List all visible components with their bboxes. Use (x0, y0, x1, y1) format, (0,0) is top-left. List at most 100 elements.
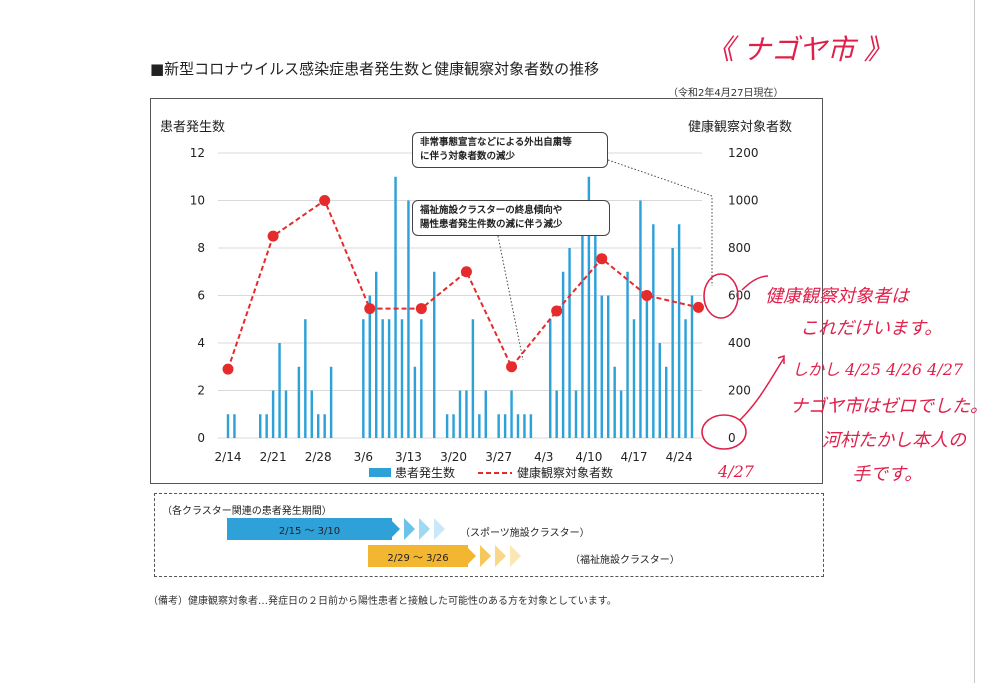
bar (484, 390, 488, 438)
annotation-leader-1 (607, 159, 713, 286)
annotation-box-1: 非常事態宣言などによる外出自粛等 に伴う対象者数の減少 (412, 132, 608, 168)
line-point (319, 195, 331, 206)
bar (284, 390, 288, 438)
chevron-right-icon (495, 545, 506, 567)
bar (233, 414, 236, 438)
x-axis-tick-label: 3/20 (440, 450, 467, 464)
bar (600, 295, 604, 438)
legend-line-label: 健康観察対象者数 (517, 465, 613, 480)
right-axis-tick-label: 200 (728, 384, 751, 398)
sports-cluster-label: （スポーツ施設クラスター） (460, 528, 590, 539)
bar (510, 390, 513, 438)
bar (394, 176, 397, 438)
left-axis-tick-label: 0 (197, 431, 205, 445)
bar (258, 414, 262, 438)
handwritten-note-b-line-4: 手です。 (852, 464, 923, 485)
legend-bar-label: 患者発生数 (395, 465, 455, 480)
line-point (692, 301, 704, 313)
bar (684, 319, 687, 438)
bar (304, 319, 307, 438)
bar (516, 414, 520, 438)
bar (465, 390, 468, 438)
left-axis-tick-label: 10 (190, 194, 205, 208)
welfare-cluster-period-arrow: 2/29 〜 3/26 (368, 545, 521, 567)
x-axis-tick-label: 3/27 (485, 450, 512, 464)
bar (639, 200, 642, 438)
handwritten-date-mark: 4/27 (718, 462, 754, 481)
as-of-date: （令和2年4月27日現在） (668, 88, 784, 99)
left-axis-tick-label: 8 (197, 241, 205, 255)
line-point (596, 253, 608, 265)
x-axis-tick-label: 4/24 (666, 450, 693, 464)
chevron-right-icon (434, 518, 445, 540)
bar (265, 414, 268, 438)
x-axis-tick-label: 2/28 (305, 450, 332, 464)
chevron-right-icon (465, 545, 476, 567)
right-axis-tick-label: 600 (728, 289, 751, 303)
left-axis-tick-label: 4 (197, 336, 205, 350)
line-point (415, 303, 427, 315)
x-axis-tick-label: 4/3 (534, 450, 553, 464)
annotation-1-line-1: 非常事態宣言などによる外出自粛等 (420, 137, 572, 148)
bar (420, 319, 423, 438)
bar (368, 295, 372, 438)
x-axis-tick-label: 3/6 (354, 450, 373, 464)
bar (671, 248, 674, 438)
chevron-right-icon (480, 545, 491, 567)
annotation-box-2: 福祉施設クラスターの終息傾向や 陽性患者発生件数の減に伴う減少 (412, 200, 610, 236)
annotation-1-line-2: に伴う対象者数の減少 (420, 151, 516, 162)
bar (658, 343, 662, 438)
bar (561, 271, 565, 438)
welfare-cluster-range: 2/29 〜 3/26 (368, 545, 468, 567)
chart-frame (150, 98, 823, 484)
bar (652, 224, 655, 438)
chart-title: ■新型コロナウイルス感染症患者発生数と健康観察対象者数の推移 (150, 60, 600, 78)
left-axis-label: 患者発生数 (160, 120, 225, 135)
right-axis-label: 健康観察対象者数 (688, 119, 792, 135)
annotation-leader-2 (497, 235, 524, 361)
bar (677, 224, 681, 438)
line-point (506, 361, 518, 373)
sports-cluster-period-arrow: 2/15 〜 3/10 (227, 518, 445, 540)
right-axis-tick-label: 400 (728, 336, 751, 350)
right-axis-tick-label: 800 (728, 241, 751, 255)
line-point (267, 230, 279, 242)
bar (581, 224, 584, 438)
bar (548, 319, 552, 438)
annotation-2-line-1: 福祉施設クラスターの終息傾向や (420, 205, 563, 216)
right-axis-tick-label: 0 (728, 431, 736, 445)
cluster-period-heading: （各クラスター関連の患者発生期間） (162, 506, 332, 517)
bar (407, 200, 410, 438)
x-axis-tick-label: 4/10 (575, 450, 602, 464)
welfare-cluster-label: （福祉施設クラスター） (570, 555, 680, 566)
bar (523, 414, 526, 438)
bar (310, 390, 314, 438)
bar (632, 319, 636, 438)
bar (278, 343, 281, 438)
left-axis-tick-label: 6 (197, 289, 205, 303)
bar (619, 390, 623, 438)
bar (645, 295, 649, 438)
legend-bar-swatch (369, 468, 391, 477)
bar (323, 414, 326, 438)
bar (445, 414, 449, 438)
remark-note: （備考）健康観察対象者…発症日の２日前から陽性患者と接触した可能性のある方を対象… (148, 596, 617, 607)
line-point (460, 266, 472, 278)
line-point (551, 305, 563, 317)
bar (574, 390, 578, 438)
bar (329, 366, 333, 438)
bar (690, 295, 694, 438)
bar (497, 414, 500, 438)
handwritten-note-b-line-1: しかし 4/25 4/26 4/27 (792, 360, 964, 379)
bar (471, 319, 475, 438)
handwritten-note-a-line-2: これだけいます。 (800, 318, 943, 339)
bar (362, 319, 365, 438)
x-axis-tick-label: 4/17 (621, 450, 648, 464)
bar (452, 414, 455, 438)
bar (413, 366, 417, 438)
bar (664, 366, 668, 438)
bar (587, 176, 591, 438)
chevron-right-icon (404, 518, 415, 540)
